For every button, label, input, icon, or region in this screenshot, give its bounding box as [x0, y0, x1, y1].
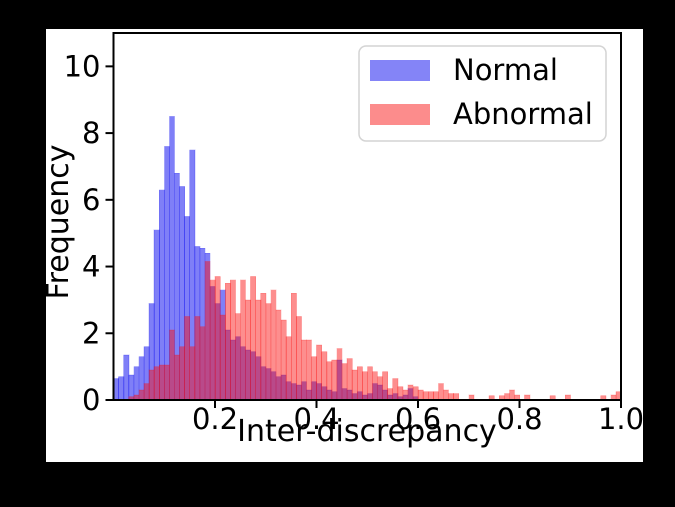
abnormal-bar — [331, 359, 338, 401]
abnormal-bar — [158, 364, 165, 401]
axis-tick-labels: 0.2 0.4 0.6 0.8 1.0 0 2 4 6 8 10 — [64, 49, 644, 436]
abnormal-bar — [432, 391, 439, 401]
abnormal-bar — [214, 276, 221, 401]
abnormal-bar — [509, 389, 516, 401]
abnormal-bar — [138, 389, 145, 401]
abnormal-bar — [503, 392, 510, 401]
y-tick-label: 4 — [82, 250, 100, 284]
abnormal-bar — [387, 387, 394, 401]
abnormal-bar — [199, 326, 206, 401]
abnormal-bar — [336, 347, 343, 401]
abnormal-bar — [194, 316, 201, 401]
y-axis-label: Frequency — [46, 145, 76, 300]
abnormal-bar — [422, 391, 429, 401]
abnormal-bar — [371, 371, 379, 401]
abnormal-bar — [250, 276, 257, 401]
x-tick-label: 0.2 — [192, 402, 238, 436]
abnormal-bar — [174, 354, 181, 401]
abnormal-bar — [219, 314, 226, 401]
abnormal-bar — [366, 366, 373, 401]
abnormal-bar — [356, 366, 363, 401]
abnormal-bar — [397, 386, 404, 401]
abnormal-bar — [326, 361, 333, 401]
abnormal-bar — [234, 312, 241, 401]
normal-bar — [123, 354, 130, 401]
y-tick-label: 2 — [82, 316, 100, 350]
abnormal-bar — [407, 384, 414, 401]
abnormal-bar — [306, 339, 313, 401]
abnormal-bar — [316, 344, 323, 401]
abnormal-bar — [448, 392, 455, 401]
abnormal-bar — [270, 289, 277, 401]
normal-bar — [128, 374, 135, 401]
abnormal-bar — [275, 309, 282, 401]
abnormal-bar — [341, 362, 348, 401]
abnormal-bar — [295, 316, 302, 401]
abnormal-bar — [290, 292, 297, 401]
axis-ticks — [105, 65, 622, 408]
abnormal-bar — [229, 279, 236, 401]
abnormal-bar — [143, 382, 150, 401]
abnormal-bar — [377, 376, 384, 401]
abnormal-bar — [148, 369, 155, 401]
abnormal-bar — [321, 351, 328, 401]
abnormal-bar — [168, 329, 176, 401]
histogram-chart: 0.2 0.4 0.6 0.8 1.0 0 2 4 6 8 10 Inter-discrepancy… — [41, 32, 644, 449]
x-tick-label: 0.4 — [293, 402, 339, 436]
abnormal-bar — [240, 279, 247, 401]
abnormal-bar — [392, 377, 399, 401]
abnormal-bar — [412, 386, 419, 401]
abnormal-bar — [209, 279, 216, 401]
abnormal-bar — [184, 316, 191, 401]
abnormal-bar — [204, 261, 211, 401]
abnormal-bar — [311, 356, 318, 401]
legend-label-normal: Normal — [453, 53, 558, 87]
abnormal-bar — [443, 389, 450, 401]
abnormal-bar — [382, 371, 389, 401]
figure-canvas: 0.2 0.4 0.6 0.8 1.0 0 2 4 6 8 10 Inter-discrepancy… — [41, 29, 644, 462]
abnormal-bar — [361, 371, 368, 401]
abnormal-bar — [427, 391, 434, 401]
y-tick-label: 10 — [64, 49, 101, 83]
y-tick-label: 0 — [82, 383, 100, 417]
plot-border — [112, 32, 622, 401]
normal-bar — [163, 146, 170, 401]
abnormal-bar — [189, 346, 196, 401]
abnormal-bar — [285, 336, 292, 401]
abnormal-bar — [402, 389, 409, 401]
abnormal-bar — [163, 364, 170, 401]
x-tick-label: 1.0 — [598, 402, 643, 436]
normal-bar — [118, 376, 125, 401]
abnormal-bar — [437, 382, 444, 401]
x-tick-label: 0.8 — [496, 402, 542, 436]
abnormal-bar — [255, 299, 262, 401]
abnormal-bar — [179, 346, 186, 401]
abnormal-bar — [300, 339, 307, 401]
x-tick-label: 0.6 — [395, 402, 441, 436]
abnormal-bar — [351, 369, 358, 401]
abnormal-bar — [265, 302, 272, 401]
abnormal-bar — [224, 282, 231, 401]
abnormal-bar — [417, 389, 424, 401]
y-tick-label: 6 — [82, 183, 100, 217]
legend-label-abnormal: Abnormal — [453, 97, 593, 131]
y-tick-label: 8 — [82, 116, 100, 150]
legend-swatch-normal — [370, 60, 430, 81]
abnormal-bar — [346, 357, 353, 401]
x-axis-label: Inter-discrepancy — [237, 414, 497, 449]
abnormal-bar — [453, 392, 460, 401]
normal-histogram-bars — [113, 116, 419, 401]
legend-swatch-abnormal — [370, 104, 430, 125]
abnormal-bar — [153, 366, 160, 401]
legend: Normal Abnormal — [358, 45, 607, 142]
abnormal-bar — [260, 292, 267, 401]
abnormal-bar — [280, 319, 287, 401]
abnormal-bar — [245, 299, 252, 401]
